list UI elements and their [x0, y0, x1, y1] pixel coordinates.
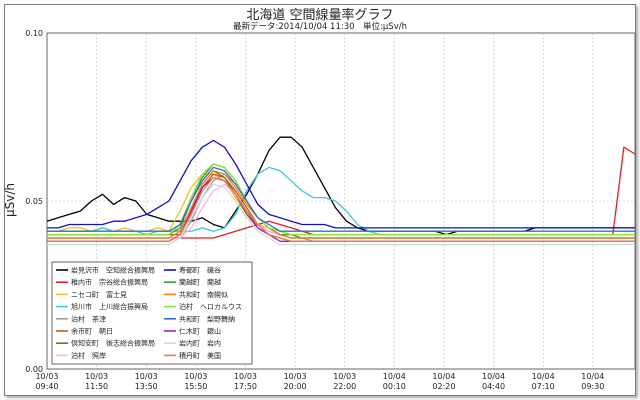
- x-tick-time: 00:10: [383, 382, 406, 391]
- x-tick-date: 10/04: [432, 372, 455, 381]
- x-axis: 10/0309:4010/0311:5010/0313:5010/0315:50…: [35, 372, 604, 391]
- x-tick-time: 04:40: [482, 382, 505, 391]
- y-axis-label: μSv/h: [3, 183, 17, 217]
- legend-entry: 余市町 朝日: [71, 327, 113, 336]
- y-tick-label: 0.10: [25, 29, 43, 38]
- x-tick-time: 09:30: [581, 382, 604, 391]
- series-line: [47, 170, 635, 239]
- legend-entry: 旭川市 上川総合振興局: [71, 302, 148, 311]
- x-tick-date: 10/03: [333, 372, 356, 381]
- x-tick-time: 20:00: [284, 382, 307, 391]
- x-tick-date: 10/03: [135, 372, 158, 381]
- series-line: [47, 163, 635, 236]
- legend-entry: 積丹町 美国: [179, 351, 221, 360]
- y-axis: 0.00 0.05 0.10: [25, 29, 43, 374]
- x-tick-time: 02:20: [432, 382, 455, 391]
- x-tick-date: 10/04: [581, 372, 604, 381]
- legend-entry: 寿都町 磯谷: [179, 266, 221, 275]
- x-tick-date: 10/03: [184, 372, 207, 381]
- x-tick-time: 07:10: [532, 382, 555, 391]
- x-tick-time: 15:50: [184, 382, 207, 391]
- legend-entry: ニセコ町 富士見: [71, 290, 127, 299]
- series-line: [47, 176, 635, 242]
- legend-entry: 岩見沢市 空知総合振興局: [71, 266, 155, 275]
- x-tick-date: 10/03: [234, 372, 257, 381]
- x-tick-time: 11:50: [85, 382, 108, 391]
- x-tick-date: 10/04: [532, 372, 555, 381]
- legend-entry: 共和町 梨野舞納: [179, 314, 235, 323]
- series-lines: [46, 136, 636, 246]
- x-tick-date: 10/03: [35, 372, 58, 381]
- legend-entry: 共和町 南幌似: [179, 290, 228, 299]
- x-tick-date: 10/03: [85, 372, 108, 381]
- chart-subtitle: 最新データ:2014/10/04 11:30 単位:μSv/h: [232, 22, 407, 32]
- x-tick-date: 10/04: [482, 372, 505, 381]
- legend-entry: 倶知安町 後志総合振興局: [71, 339, 155, 348]
- legend-entry: 仁木町 銀山: [179, 327, 221, 336]
- x-tick-date: 10/03: [284, 372, 307, 381]
- legend-box: [51, 261, 253, 365]
- x-tick-time: 13:50: [135, 382, 158, 391]
- legend-entry: 蘭越町 蘭越: [179, 278, 221, 287]
- series-line: [47, 139, 635, 229]
- x-tick-date: 10/04: [383, 372, 406, 381]
- legend-entry: 岩内町 岩内: [179, 339, 221, 348]
- legend-entry: 泊村 ヘロカルウス: [179, 302, 242, 311]
- legend-entry: 泊村 照岸: [71, 351, 106, 360]
- series-line: [47, 166, 635, 232]
- series-line: [47, 183, 635, 246]
- y-tick-label: 0.00: [25, 365, 43, 374]
- x-tick-time: 09:40: [35, 382, 58, 391]
- chart-title: 北海道 空間線量率グラフ: [246, 8, 394, 23]
- x-tick-time: 17:50: [234, 382, 257, 391]
- legend-entry: 泊村 茶津: [71, 314, 106, 323]
- x-tick-time: 22:00: [333, 382, 356, 391]
- y-tick-label: 0.05: [25, 197, 43, 206]
- legend-entry: 稚内市 宗谷総合振興局: [71, 278, 148, 287]
